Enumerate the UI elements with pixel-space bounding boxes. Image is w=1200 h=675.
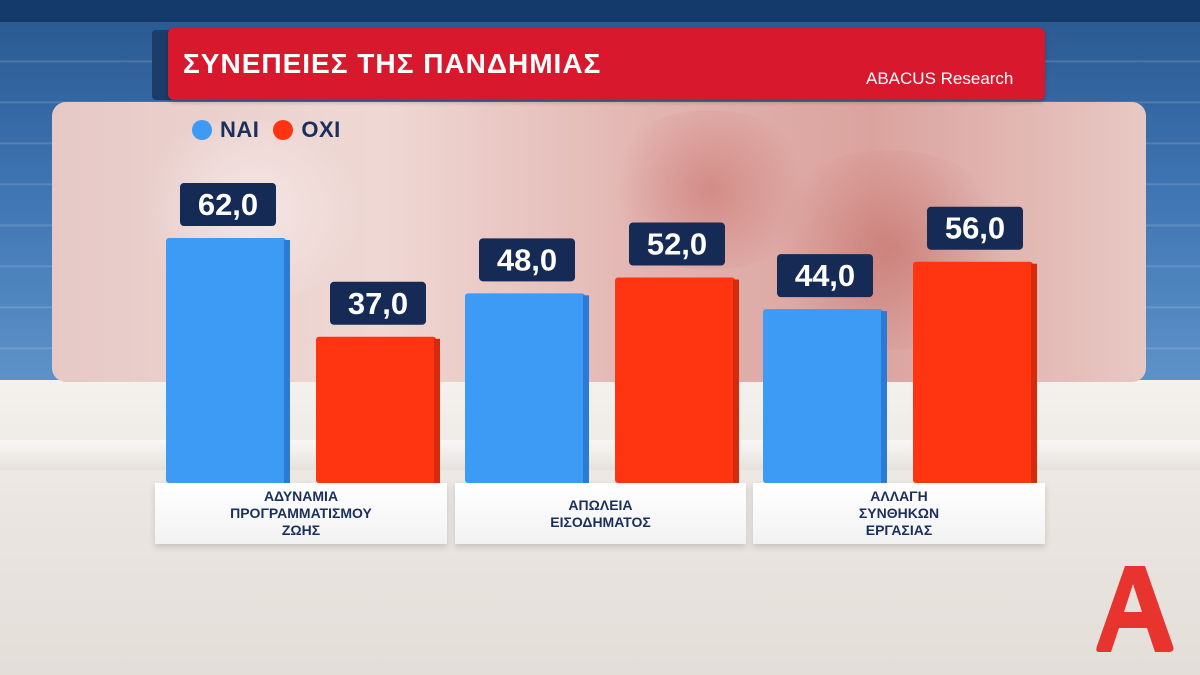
bar-oxi-1: [316, 336, 436, 483]
bar-oxi-3: [913, 261, 1033, 483]
category-base-2: ΑΠΩΛΕΙΑ ΕΙΣΟΔΗΜΑΤΟΣ: [455, 483, 746, 544]
data-label-oxi-1: 37,0: [348, 286, 408, 321]
data-label-nai-3: 44,0: [795, 258, 855, 293]
data-label-box: [777, 254, 873, 298]
legend-label-oxi: ΟΧΙ: [301, 117, 341, 142]
data-label-box: [927, 206, 1023, 250]
bar-oxi-2: [615, 277, 735, 483]
background-top-band: [0, 0, 1200, 22]
source-label: ABACUS Research: [866, 69, 1014, 88]
legend-label-nai: ΝΑΙ: [220, 117, 260, 142]
data-label-nai-2: 48,0: [497, 242, 557, 277]
data-label-box: [330, 281, 426, 325]
legend-item-nai: ΝΑΙ: [192, 117, 259, 143]
data-label-box: [479, 238, 575, 282]
bar-nai-2: [465, 293, 585, 483]
category-label: ΑΛΛΑΓΗ ΣΥΝΘΗΚΩΝ ΕΡΓΑΣΙΑΣ: [858, 488, 940, 538]
category-base-1: ΑΔΥΝΑΜΙΑ ΠΡΟΓΡΑΜΜΑΤΙΣΜΟΥ ΖΩΗΣ: [155, 483, 447, 544]
legend-dot-nai: [192, 120, 212, 140]
bar-shade: [881, 311, 887, 483]
chart-title: ΣΥΝΕΠΕΙΕΣ ΤΗΣ ΠΑΝΔΗΜΙΑΣ: [183, 48, 602, 79]
bar-nai-1: [166, 238, 286, 483]
category-label: ΑΠΩΛΕΙΑ ΕΙΣΟΔΗΜΑΤΟΣ: [550, 496, 651, 530]
title-bar-accent: [152, 30, 172, 100]
category-label: ΑΔΥΝΑΜΙΑ ΠΡΟΓΡΑΜΜΑΤΙΣΜΟΥ ΖΩΗΣ: [230, 488, 372, 538]
data-label-oxi-3: 56,0: [945, 211, 1005, 246]
data-label-box: [629, 222, 725, 266]
legend: ΝΑΙ ΟΧΙ: [192, 117, 355, 143]
bar-shade: [434, 338, 440, 483]
category-base-3: ΑΛΛΑΓΗ ΣΥΝΘΗΚΩΝ ΕΡΓΑΣΙΑΣ: [753, 483, 1045, 544]
alpha-logo-icon: [1096, 566, 1174, 652]
data-label-box: [180, 183, 276, 226]
title-bar: [168, 28, 1045, 100]
bar-nai-3: [763, 309, 883, 483]
legend-dot-oxi: [273, 120, 294, 140]
bar-shade: [1031, 263, 1037, 483]
data-label-oxi-2: 52,0: [647, 227, 707, 262]
bar-shade: [583, 295, 589, 483]
bar-shade: [284, 240, 290, 483]
bar-shade: [733, 279, 739, 483]
legend-item-oxi: ΟΧΙ: [273, 117, 340, 143]
data-label-nai-1: 62,0: [198, 187, 258, 222]
